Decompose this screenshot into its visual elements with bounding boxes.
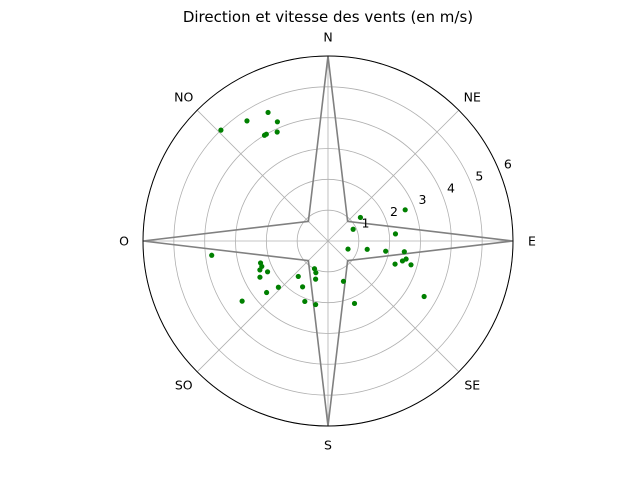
grid-spoke-NO <box>196 109 329 242</box>
data-point-32 <box>244 118 250 124</box>
data-point-15 <box>313 301 319 308</box>
data-point-20 <box>313 270 319 276</box>
grid-spoke-NE <box>327 109 460 242</box>
data-point-12 <box>351 300 358 307</box>
data-point-19 <box>313 276 319 282</box>
data-point-7 <box>392 261 398 267</box>
grid-spoke-SO <box>196 240 329 373</box>
data-point-17 <box>299 284 306 290</box>
angular-label-O: O <box>119 234 129 249</box>
data-point-22 <box>275 284 281 290</box>
angular-tick-labels: E NE N NO O SO S SE <box>119 30 536 453</box>
data-point-3 <box>392 231 399 237</box>
data-point-2 <box>350 226 356 232</box>
data-point-23 <box>264 269 271 275</box>
data-point-8 <box>408 262 414 268</box>
data-point-9 <box>399 258 406 264</box>
data-point-36 <box>261 132 268 138</box>
data-point-34 <box>274 119 281 125</box>
data-point-16 <box>302 298 308 305</box>
data-point-10 <box>421 293 427 300</box>
angular-label-S: S <box>324 438 332 453</box>
angular-label-N: N <box>323 30 332 45</box>
data-point-21 <box>295 273 301 280</box>
data-point-13 <box>364 246 370 252</box>
radial-label-3: 3 <box>418 192 426 207</box>
data-point-24 <box>257 274 263 280</box>
polar-grid <box>142 55 514 427</box>
data-point-37 <box>218 127 224 133</box>
angular-label-NE: NE <box>464 89 481 104</box>
data-point-11 <box>340 278 347 284</box>
data-point-4 <box>383 248 389 254</box>
data-point-28 <box>209 252 215 258</box>
data-point-33 <box>274 129 280 135</box>
chart-title: Direction et vitesse des vents (en m/s) <box>183 8 473 26</box>
polar-frame <box>142 55 514 427</box>
radial-label-6: 6 <box>504 157 512 172</box>
data-point-5 <box>401 249 407 255</box>
data-point-31 <box>265 109 271 116</box>
angular-label-SO: SO <box>175 378 193 393</box>
data-point-29 <box>239 298 245 304</box>
radial-label-5: 5 <box>475 169 483 184</box>
data-point-0 <box>357 214 364 221</box>
angular-label-E: E <box>528 234 536 249</box>
grid-spoke-SE <box>327 240 460 373</box>
data-point-14 <box>345 246 351 252</box>
data-point-27 <box>257 260 264 266</box>
data-points <box>209 109 427 308</box>
data-point-30 <box>263 289 270 296</box>
radial-label-1: 1 <box>361 216 369 231</box>
data-point-18 <box>311 266 318 272</box>
data-point-1 <box>402 207 408 213</box>
radial-label-4: 4 <box>447 180 455 195</box>
radial-tick-labels: 1 2 3 4 5 6 <box>361 157 511 231</box>
angular-label-SE: SE <box>464 378 480 393</box>
angular-label-NO: NO <box>174 89 193 104</box>
radial-label-2: 2 <box>390 204 398 219</box>
